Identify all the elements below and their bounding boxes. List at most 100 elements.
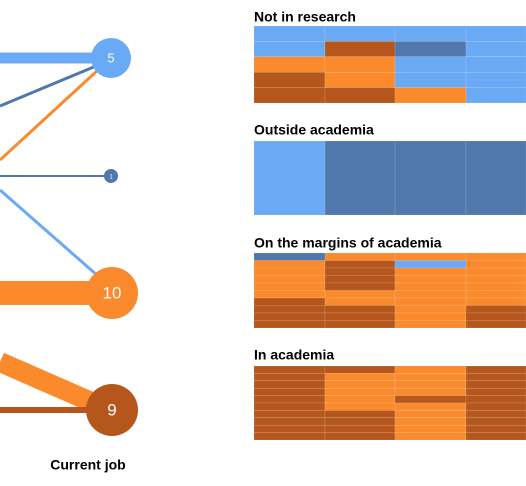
grid-cell xyxy=(253,365,326,374)
grid-cell xyxy=(465,87,526,104)
grid-cell xyxy=(253,290,326,299)
grid-cell xyxy=(394,395,467,404)
grid-cell xyxy=(465,56,526,73)
grid-cell xyxy=(253,305,326,314)
nodes: 5 1 10 9 xyxy=(86,38,138,436)
grid-cell xyxy=(394,290,467,299)
flow xyxy=(0,352,101,414)
grid-cell xyxy=(324,395,396,404)
grid-cell xyxy=(324,71,396,88)
grid-cell xyxy=(324,417,396,426)
grid-cell xyxy=(324,297,396,306)
grid-cell xyxy=(465,373,526,382)
grid-cell xyxy=(324,424,396,433)
grid-cell xyxy=(253,312,326,321)
grid-cell xyxy=(394,320,467,329)
grid-cell xyxy=(465,432,526,441)
grid-cell xyxy=(394,252,467,261)
grid-cell xyxy=(253,25,326,42)
node xyxy=(86,384,138,436)
grid-cell xyxy=(394,297,467,306)
grid-cell xyxy=(465,290,526,299)
grid-cell xyxy=(465,267,526,276)
grid-cell xyxy=(324,312,396,321)
grid-cell xyxy=(324,275,396,284)
grid-cell xyxy=(324,380,396,389)
grid-cell xyxy=(465,275,526,284)
grid-cell xyxy=(253,320,326,329)
node xyxy=(91,38,131,78)
grid-cell xyxy=(324,252,396,261)
grid-cell xyxy=(394,56,467,73)
grid-cell xyxy=(394,417,467,426)
node xyxy=(104,169,118,183)
grid-cell xyxy=(253,297,326,306)
grid-cell xyxy=(253,432,326,441)
grid-cell xyxy=(465,410,526,419)
grid-cell xyxy=(253,373,326,382)
grid-cell xyxy=(253,56,326,73)
flow xyxy=(0,188,99,278)
grid-cell xyxy=(253,260,326,269)
group-title: In academia xyxy=(254,347,334,363)
group-title: On the margins of academia xyxy=(254,235,442,251)
grid-cell xyxy=(465,71,526,88)
grid-cell xyxy=(394,380,467,389)
grid-cell xyxy=(394,275,467,284)
grid-cell xyxy=(465,312,526,321)
grid-cell xyxy=(465,395,526,404)
grid-cell xyxy=(253,140,326,216)
grid-cell xyxy=(394,432,467,441)
grid-cell xyxy=(324,410,396,419)
grid-cell xyxy=(465,252,526,261)
grid-cell xyxy=(253,395,326,404)
grid-cell xyxy=(394,267,467,276)
grid-cell xyxy=(394,282,467,291)
grid-cell xyxy=(465,41,526,58)
grid-cell xyxy=(253,424,326,433)
grid-cell xyxy=(394,41,467,58)
grid-cell xyxy=(465,140,526,216)
grid-cell xyxy=(465,380,526,389)
grid-cell xyxy=(324,87,396,104)
grid-cell xyxy=(324,320,396,329)
grid-cell xyxy=(253,387,326,396)
grid-cell xyxy=(253,41,326,58)
grid-cell xyxy=(324,290,396,299)
node-label: 5 xyxy=(107,50,114,65)
grid-cell xyxy=(465,365,526,374)
flow xyxy=(0,64,97,108)
node-label: 1 xyxy=(109,175,113,181)
grid-cell xyxy=(253,71,326,88)
grid-cell xyxy=(324,25,396,42)
grid-cell xyxy=(253,417,326,426)
flows xyxy=(0,52,106,414)
grid-cell xyxy=(465,417,526,426)
grid-cell xyxy=(324,373,396,382)
grids xyxy=(253,25,526,441)
grid-cell xyxy=(324,387,396,396)
grid-cell xyxy=(253,410,326,419)
grid-cell xyxy=(465,320,526,329)
grid-cell xyxy=(253,267,326,276)
grid-cell xyxy=(465,25,526,42)
grid-cell xyxy=(324,41,396,58)
node xyxy=(86,267,138,319)
grid-cell xyxy=(394,25,467,42)
grid-cell xyxy=(394,305,467,314)
grid-cell xyxy=(324,282,396,291)
grid-cell xyxy=(394,410,467,419)
grid-cell xyxy=(324,432,396,441)
grid-cell xyxy=(465,297,526,306)
grid-cell xyxy=(394,140,467,216)
grid-cell xyxy=(465,305,526,314)
group-title: Not in research xyxy=(254,9,356,25)
grid-cell xyxy=(465,424,526,433)
grid-cell xyxy=(394,87,467,104)
grid-cell xyxy=(465,402,526,411)
grid-cell xyxy=(253,380,326,389)
grid-cell xyxy=(394,387,467,396)
grid-cell xyxy=(394,71,467,88)
